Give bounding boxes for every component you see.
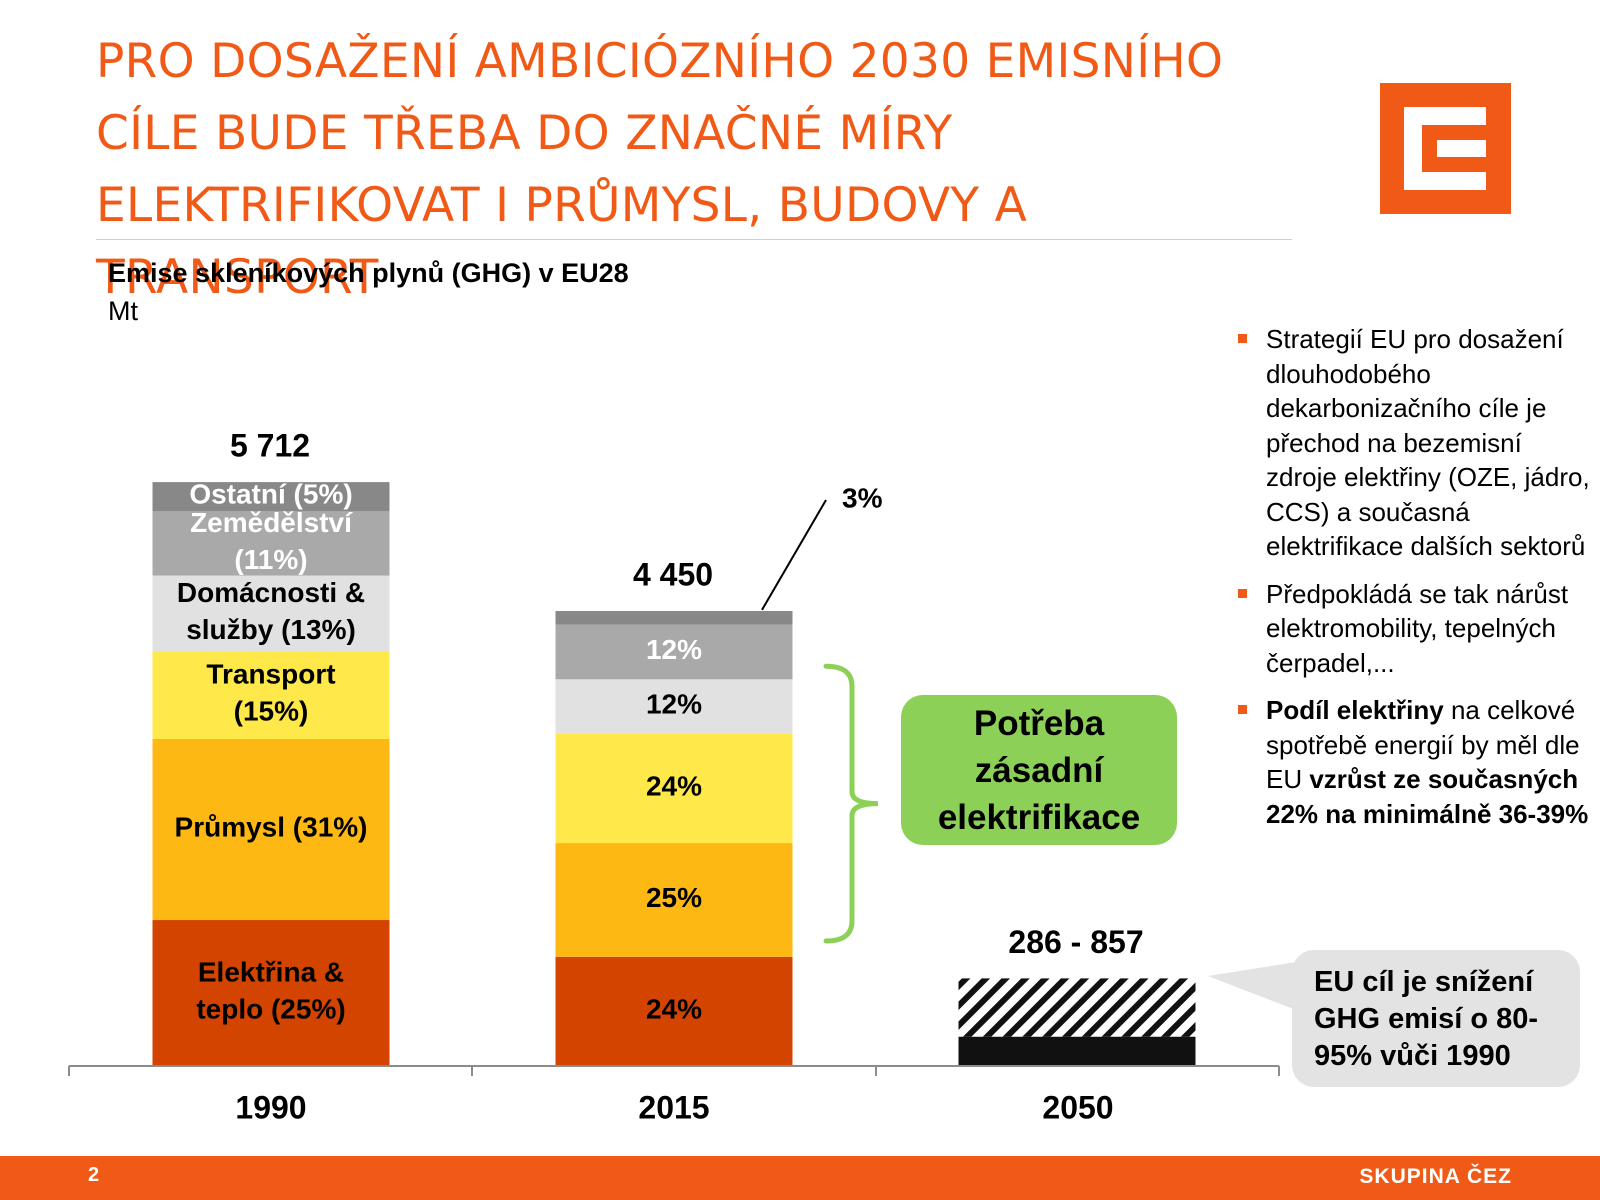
bullet-text-3-2: na celkové spotřebě energií by měl dle E…: [1266, 695, 1580, 794]
bar-segment-1990-1: [152, 920, 390, 1066]
chart-unit-label: Mt: [108, 296, 138, 326]
bar-segment-2015-1: [555, 956, 793, 1066]
bar-segment-2015-5: [555, 624, 793, 680]
bar-segment-1990-2: [152, 738, 390, 921]
bullet-text-3-3: vzrůst ze současných 22% na minimálně 36…: [1266, 764, 1589, 829]
cez-logo-icon: [1380, 83, 1511, 214]
total-label-2015: 4 450: [633, 556, 713, 592]
electrification-callout: Potřeba zásadní elektrifikace: [901, 695, 1177, 845]
small-segment-leader-line: [761, 499, 827, 611]
title-divider: [96, 239, 1292, 240]
segment-label-1990-3: Transport (15%): [206, 659, 335, 727]
bullet-item-1: Strategií EU pro dosažení dlouhodobého d…: [1238, 322, 1590, 564]
bullet-text-2-1: Předpokládá se tak nárůst elektromobilit…: [1266, 578, 1569, 678]
bullet-item-2: Předpokládá se tak nárůst elektromobilit…: [1238, 577, 1590, 681]
eu-target-callout-tail: [1208, 962, 1296, 1010]
bar-segment-2015-4: [555, 679, 793, 734]
bullet-item-3: Podíl elektřiny na celkové spotřebě ener…: [1238, 693, 1590, 831]
segment-label-1990-4: Domácnosti & služby (13%): [177, 577, 365, 645]
bar-segment-2015-6: [555, 611, 793, 625]
footer-bar: 2 SKUPINA ČEZ: [0, 1156, 1600, 1200]
x-tick-label-2050: 2050: [1042, 1089, 1113, 1125]
slide-title: PRO DOSAŽENÍ AMBICIÓZNÍHO 2030 EMISNÍHO …: [96, 34, 1224, 305]
x-tick-label-1990: 1990: [235, 1089, 306, 1125]
segment-label-2015-5: 12%: [646, 634, 702, 665]
total-label-1990: 5 712: [230, 428, 310, 464]
segment-label-1990-6: Ostatní (5%): [189, 479, 352, 510]
page-number: 2: [88, 1164, 100, 1186]
bar-2050-min: [958, 1036, 1196, 1066]
bar-segment-1990-3: [152, 651, 390, 739]
segment-label-2015-2: 25%: [646, 882, 702, 913]
bar-segment-2015-2: [555, 843, 793, 957]
bar-2050-range: [958, 978, 1196, 1037]
bar-segment-1990-4: [152, 575, 390, 652]
x-tick-label-2015: 2015: [638, 1089, 709, 1125]
bullet-text-3-1: Podíl elektřiny: [1266, 695, 1444, 725]
key-points-list: Strategií EU pro dosažení dlouhodobého d…: [1238, 322, 1590, 844]
segment-label-1990-2: Průmysl (31%): [175, 812, 368, 843]
bar-segment-1990-6: [152, 482, 390, 512]
total-label-2050: 286 - 857: [1008, 924, 1143, 960]
segment-label-2015-1: 24%: [646, 994, 702, 1025]
segment-label-2015-3: 24%: [646, 771, 702, 802]
bar-segment-1990-5: [152, 511, 390, 576]
segment-label-2015-4: 12%: [646, 689, 702, 720]
segment-label-1990-5: Zemědělství (11%): [190, 507, 353, 575]
electrification-brace: [823, 663, 879, 944]
bullet-text-1-1: Strategií EU pro dosažení dlouhodobého d…: [1266, 324, 1590, 561]
small-segment-label: 3%: [842, 482, 883, 513]
segment-label-1990-1: Elektřina & teplo (25%): [196, 957, 345, 1025]
eu-target-callout: EU cíl je snížení GHG emisí o 80-95% vůč…: [1292, 950, 1580, 1087]
chart-title: Emise skleníkových plynů (GHG) v EU28: [108, 258, 629, 288]
bar-segment-2015-3: [555, 733, 793, 844]
brand-name: SKUPINA ČEZ: [1359, 1165, 1512, 1188]
